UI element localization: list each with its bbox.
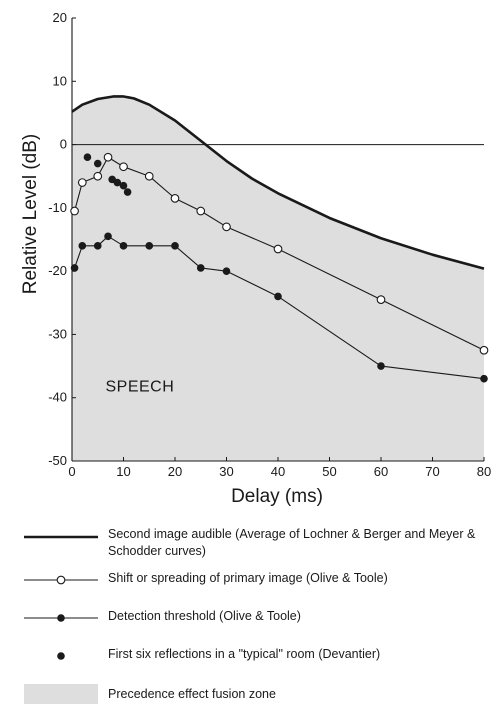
y-tick-label: -20 (48, 263, 67, 278)
data-point (274, 292, 282, 301)
y-tick-label: -50 (48, 453, 67, 468)
data-point (70, 264, 79, 272)
legend-label: Shift or spreading of primary image (Oli… (108, 571, 388, 585)
data-point (93, 242, 102, 250)
fill-swatch (24, 684, 98, 704)
data-point (196, 264, 205, 272)
data-point (93, 171, 103, 181)
data-point (78, 242, 87, 250)
series-line (71, 95, 485, 270)
data-point (123, 188, 132, 196)
data-point (104, 232, 112, 241)
data-point (83, 153, 92, 162)
x-tick-label: 20 (168, 464, 182, 479)
data-point (377, 362, 385, 370)
data-point (119, 181, 128, 190)
data-point (113, 178, 122, 187)
x-tick-label: 0 (68, 464, 75, 479)
series-0 (71, 95, 485, 270)
fusion-zone-fill (72, 96, 484, 461)
data-point (119, 162, 128, 172)
y-tick-label: 20 (53, 10, 67, 25)
data-point (196, 206, 206, 216)
legend-label: Second image audible (Average of Lochner… (108, 527, 476, 558)
speech-annotation: SPEECH (105, 378, 174, 395)
y-tick-label: -30 (48, 326, 67, 341)
filled-circle-line-swatch (24, 614, 98, 622)
data-point (103, 152, 113, 162)
data-point (480, 374, 488, 383)
x-axis-label: Delay (ms) (231, 486, 323, 507)
legend-label: Detection threshold (Olive & Toole) (108, 609, 301, 623)
y-axis-label: Relative Level (dB) (20, 134, 41, 295)
data-point (171, 242, 179, 250)
dot-swatch (57, 652, 65, 660)
x-tick-label: 60 (374, 464, 388, 479)
legend-label: First six reflections in a "typical" roo… (108, 647, 381, 661)
y-tick-label: 0 (60, 137, 67, 152)
data-point (479, 345, 489, 355)
x-tick-label: 80 (477, 464, 491, 479)
y-tick-label: 10 (53, 73, 67, 88)
x-tick-label: 30 (219, 464, 233, 479)
data-point (144, 171, 154, 181)
thick-line-swatch (24, 535, 98, 539)
data-point (376, 295, 386, 304)
data-point (77, 178, 87, 187)
y-tick-label: -10 (48, 200, 67, 215)
data-point (145, 242, 154, 250)
series-2 (70, 232, 488, 383)
open-circle-line-swatch (24, 575, 98, 585)
data-point (273, 244, 283, 254)
series-3 (83, 153, 132, 196)
data-point (93, 159, 102, 168)
data-point (170, 194, 180, 203)
chart: Relative Level (dB) Delay (ms) 20 10 0 -10 -… (20, 10, 491, 507)
y-tick-label: -40 (48, 390, 67, 405)
x-tick-label: 10 (116, 464, 130, 479)
data-point (70, 206, 79, 216)
x-tick-label: 50 (322, 464, 336, 479)
series-1 (70, 152, 489, 355)
legend-label: Precedence effect fusion zone (108, 687, 276, 701)
x-tick-label: 70 (425, 464, 439, 479)
data-point (222, 267, 231, 275)
data-point (119, 242, 128, 250)
data-point (222, 222, 231, 232)
x-tick-label: 40 (271, 464, 285, 479)
